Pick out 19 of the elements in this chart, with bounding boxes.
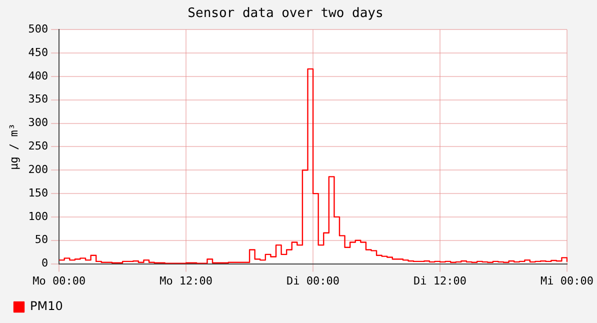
- y-tick-label: 300: [28, 116, 48, 130]
- x-tick-label: Mi 00:00: [540, 274, 594, 288]
- y-tick-label: 0: [41, 256, 48, 270]
- y-tick-label: 200: [28, 162, 48, 176]
- x-tick-label: Di 00:00: [286, 274, 340, 288]
- y-tick-label: 450: [28, 46, 48, 59]
- chart-title: Sensor data over two days: [188, 6, 384, 22]
- y-tick-label: 50: [34, 233, 48, 246]
- y-tick-label: 150: [28, 186, 48, 200]
- x-tick-label: Di 12:00: [414, 274, 467, 288]
- x-tick-label: Mo 00:00: [32, 274, 86, 288]
- x-tick-label: Mo 12:00: [160, 274, 213, 288]
- y-tick-label: 350: [28, 92, 48, 106]
- y-tick-label: 500: [28, 22, 48, 36]
- y-tick-label: 400: [28, 69, 48, 82]
- legend-label: PM10: [30, 299, 63, 314]
- y-tick-label: 250: [28, 140, 48, 153]
- y-tick-label: 100: [28, 210, 48, 223]
- y-axis-title: µg / m³: [7, 124, 20, 170]
